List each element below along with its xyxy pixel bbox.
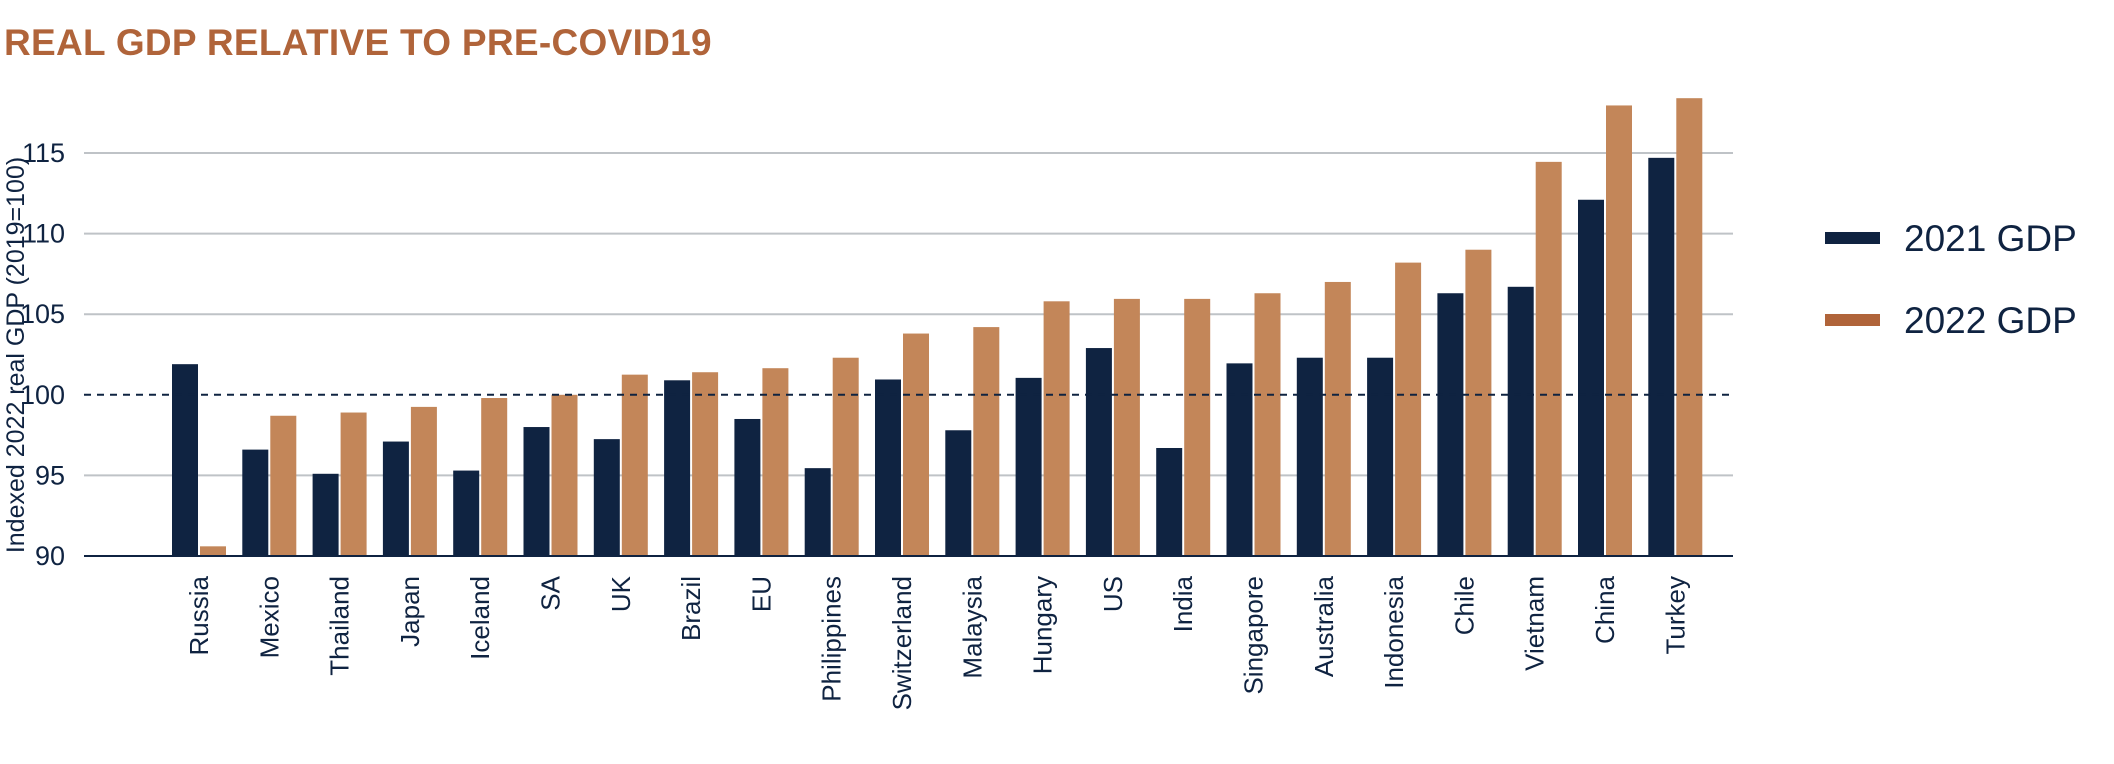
x-tick-label: Malaysia xyxy=(957,575,987,678)
bar-2021 xyxy=(523,427,550,556)
y-tick-label: 110 xyxy=(22,219,65,249)
x-tick-label: Indonesia xyxy=(1379,575,1409,688)
bar-2021 xyxy=(172,364,198,556)
bar-2021 xyxy=(1507,286,1534,556)
x-tick-label: EU xyxy=(746,576,776,612)
bar-2021 xyxy=(1437,293,1464,556)
bar-2022 xyxy=(692,372,719,556)
x-tick-label: India xyxy=(1168,575,1198,632)
bar-2021 xyxy=(734,418,761,556)
x-tick-label: Chile xyxy=(1449,576,1479,635)
y-tick-label: 100 xyxy=(20,380,65,410)
bar-2021 xyxy=(804,468,831,556)
bar-2021 xyxy=(1226,363,1253,556)
x-tick-label: China xyxy=(1590,575,1620,643)
bar-2021 xyxy=(382,441,409,556)
x-tick-label: Russia xyxy=(184,575,214,655)
x-tick-label: UK xyxy=(606,575,636,612)
x-tick-label: Turkey xyxy=(1660,576,1690,655)
x-tick-label: Japan xyxy=(395,576,425,647)
legend-swatch xyxy=(1825,314,1880,326)
legend-label: 2022 GDP xyxy=(1904,300,2077,341)
bar-2022 xyxy=(551,394,578,556)
bar-2022 xyxy=(340,412,367,556)
legend-label: 2021 GDP xyxy=(1904,218,2077,259)
bar-2022 xyxy=(1043,301,1070,556)
bar-2021 xyxy=(312,473,339,556)
bar-2021 xyxy=(1367,357,1394,556)
x-tick-label: Mexico xyxy=(254,576,284,658)
x-tick-label: Vietnam xyxy=(1520,576,1550,671)
x-tick-label: Iceland xyxy=(465,576,495,660)
x-tick-label: US xyxy=(1098,576,1128,612)
bar-2021 xyxy=(453,470,480,556)
x-tick-label: SA xyxy=(536,575,566,610)
bar-2022 xyxy=(973,327,1000,556)
y-axis-label: Indexed 2022 real GDP (2019=100) xyxy=(2,157,30,553)
bar-2021 xyxy=(875,379,901,556)
bar-2021 xyxy=(1156,447,1183,556)
bar-2022 xyxy=(1535,161,1562,556)
x-tick-label: Brazil xyxy=(676,576,706,641)
y-tick-label: 115 xyxy=(22,138,65,168)
x-tick-label: Switzerland xyxy=(887,576,917,710)
y-tick-label: 95 xyxy=(35,460,65,490)
x-tick-label: Australia xyxy=(1309,575,1339,677)
x-tick-label: Thailand xyxy=(325,576,355,676)
bar-2022 xyxy=(1676,98,1703,556)
y-tick-label: 105 xyxy=(20,299,65,329)
bar-2022 xyxy=(410,406,437,556)
bar-2021 xyxy=(593,439,620,556)
bar-2021 xyxy=(945,430,972,556)
bar-2022 xyxy=(621,374,648,556)
bar-2022 xyxy=(1465,249,1492,556)
bar-2022 xyxy=(1113,298,1140,556)
bar-2022 xyxy=(1324,281,1351,556)
bar-2021 xyxy=(1015,377,1042,556)
bar-2022 xyxy=(1184,298,1211,556)
bar-2021 xyxy=(1296,357,1323,556)
bar-2022 xyxy=(1606,105,1632,557)
y-tick-label: 90 xyxy=(35,541,65,571)
bar-2022 xyxy=(903,333,929,556)
bar-2022 xyxy=(270,415,297,556)
bar-2021 xyxy=(1085,348,1112,556)
legend-swatch xyxy=(1825,232,1880,244)
x-tick-label: Singapore xyxy=(1239,576,1269,695)
bar-2022 xyxy=(762,368,789,556)
bar-2022 xyxy=(200,546,226,556)
bar-2022 xyxy=(481,398,508,556)
chart-title: REAL GDP RELATIVE TO PRE-COVID19 xyxy=(4,22,712,63)
bar-2021 xyxy=(242,449,269,556)
x-tick-label: Hungary xyxy=(1028,576,1058,674)
bar-2021 xyxy=(1648,157,1675,556)
bar-2021 xyxy=(1578,199,1604,557)
bar-2022 xyxy=(1254,293,1281,556)
x-tick-label: Philippines xyxy=(817,576,847,702)
bar-2022 xyxy=(1395,262,1422,556)
bar-2022 xyxy=(832,357,859,556)
bar-2021 xyxy=(664,380,691,556)
